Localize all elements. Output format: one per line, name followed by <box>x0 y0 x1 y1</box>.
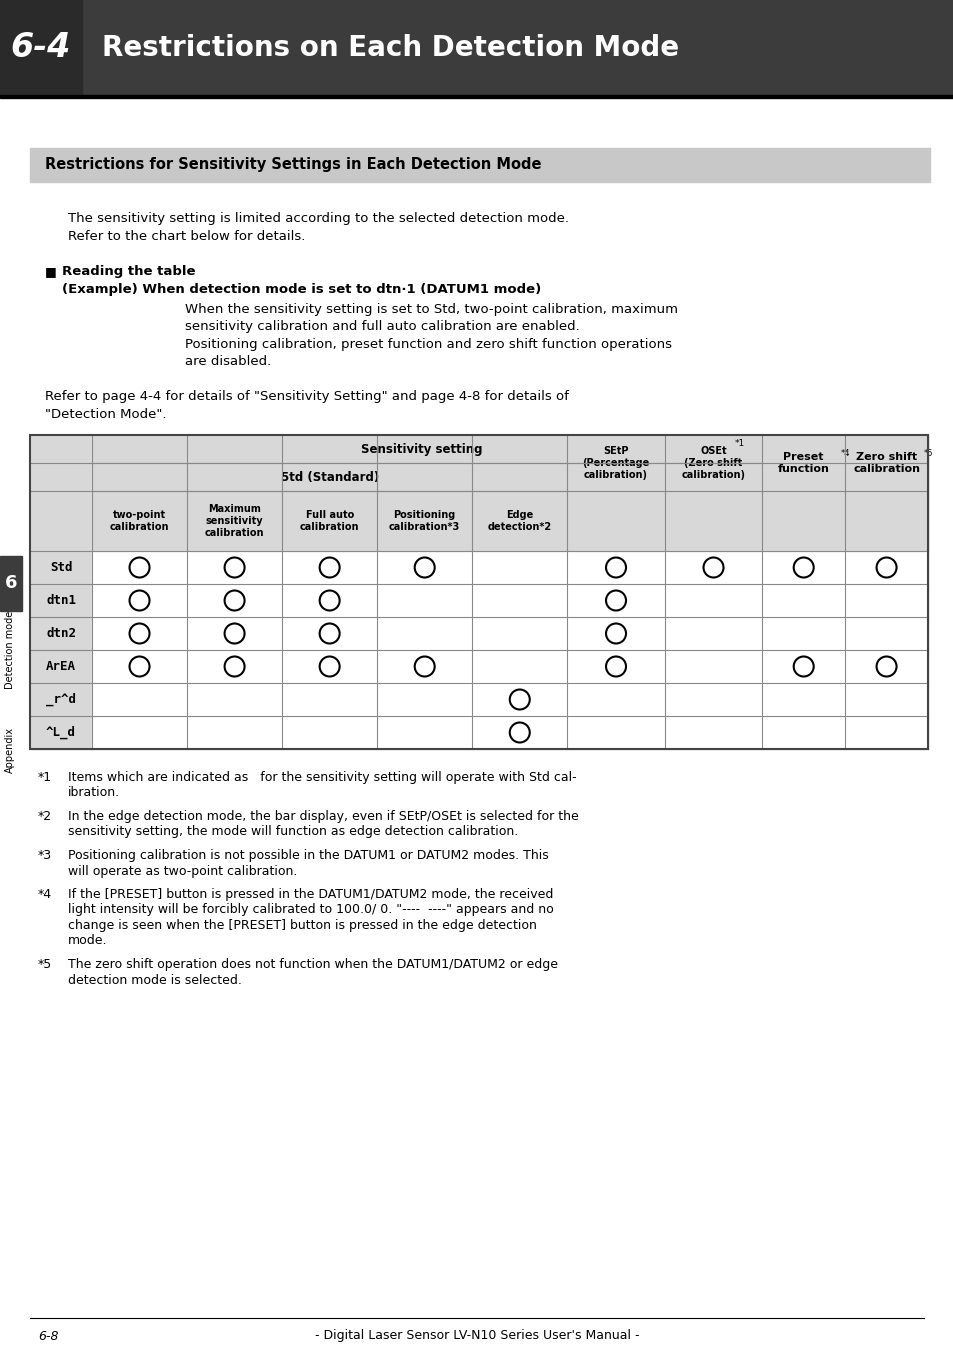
Text: Maximum
sensitivity
calibration: Maximum sensitivity calibration <box>205 504 264 538</box>
Text: "Detection Mode".: "Detection Mode". <box>45 408 167 420</box>
Text: The sensitivity setting is limited according to the selected detection mode.: The sensitivity setting is limited accor… <box>68 212 568 224</box>
Bar <box>30 147 929 183</box>
Text: *5: *5 <box>38 959 52 971</box>
Bar <box>0 95 953 97</box>
Text: The zero shift operation does not function when the DATUM1/DATUM2 or edge: The zero shift operation does not functi… <box>68 959 558 971</box>
Text: Appendix: Appendix <box>5 727 15 773</box>
Text: are disabled.: are disabled. <box>185 356 271 368</box>
Bar <box>91 435 927 552</box>
Text: change is seen when the [PRESET] button is pressed in the edge detection: change is seen when the [PRESET] button … <box>68 919 537 932</box>
Text: will operate as two-point calibration.: will operate as two-point calibration. <box>68 864 297 877</box>
Bar <box>0 556 22 611</box>
Text: Preset
function: Preset function <box>777 452 829 475</box>
Text: dtn2: dtn2 <box>46 627 76 639</box>
Text: detection mode is selected.: detection mode is selected. <box>68 973 242 987</box>
Bar <box>0 0 82 95</box>
Text: ^L_d: ^L_d <box>46 726 76 740</box>
Text: *3: *3 <box>38 849 52 863</box>
Text: Positioning calibration, preset function and zero shift function operations: Positioning calibration, preset function… <box>185 338 671 352</box>
Text: light intensity will be forcibly calibrated to 100.0/ 0. "----  ----" appears an: light intensity will be forcibly calibra… <box>68 903 553 917</box>
Text: - Digital Laser Sensor LV-N10 Series User's Manual -: - Digital Laser Sensor LV-N10 Series Use… <box>314 1329 639 1343</box>
Text: Refer to the chart below for details.: Refer to the chart below for details. <box>68 230 305 243</box>
Text: 5td (Standard): 5td (Standard) <box>280 470 378 484</box>
Text: When the sensitivity setting is set to Std, two-point calibration, maximum: When the sensitivity setting is set to S… <box>185 303 678 316</box>
Text: Zero shift
calibration: Zero shift calibration <box>852 452 919 475</box>
Text: In the edge detection mode, the bar display, even if SEtP/OSEt is selected for t: In the edge detection mode, the bar disp… <box>68 810 578 823</box>
Text: *1: *1 <box>734 438 743 448</box>
Text: sensitivity setting, the mode will function as edge detection calibration.: sensitivity setting, the mode will funct… <box>68 826 517 838</box>
Text: *4: *4 <box>841 449 850 457</box>
Text: ArEA: ArEA <box>46 660 76 673</box>
Text: *2: *2 <box>38 810 52 823</box>
Text: *1: *1 <box>38 771 52 784</box>
Text: 6-4: 6-4 <box>10 31 71 64</box>
Text: Reading the table: Reading the table <box>62 265 195 279</box>
Text: SEtP
(Percentage
calibration): SEtP (Percentage calibration) <box>581 446 649 480</box>
Text: Restrictions on Each Detection Mode: Restrictions on Each Detection Mode <box>102 34 679 61</box>
Text: *5: *5 <box>923 449 933 457</box>
Text: OSEt
(Zero shift
calibration): OSEt (Zero shift calibration) <box>680 446 744 480</box>
Bar <box>30 435 927 749</box>
Text: Detection mode: Detection mode <box>5 611 15 690</box>
Text: Edge
detection*2: Edge detection*2 <box>487 510 551 531</box>
Bar <box>30 435 927 749</box>
Text: 6-8: 6-8 <box>38 1329 58 1343</box>
Text: Std: Std <box>50 561 72 575</box>
Text: Positioning calibration is not possible in the DATUM1 or DATUM2 modes. This: Positioning calibration is not possible … <box>68 849 548 863</box>
Text: Sensitivity setting: Sensitivity setting <box>361 442 482 456</box>
Text: *4: *4 <box>38 888 52 900</box>
Text: two-point
calibration: two-point calibration <box>110 510 169 531</box>
Text: mode.: mode. <box>68 934 108 948</box>
Text: 6: 6 <box>5 575 17 592</box>
Text: sensitivity calibration and full auto calibration are enabled.: sensitivity calibration and full auto ca… <box>185 320 579 333</box>
Text: Items which are indicated as   for the sensitivity setting will operate with Std: Items which are indicated as for the sen… <box>68 771 576 784</box>
Text: dtn1: dtn1 <box>46 594 76 607</box>
Text: Refer to page 4-4 for details of "Sensitivity Setting" and page 4-8 for details : Refer to page 4-4 for details of "Sensit… <box>45 389 568 403</box>
Text: ibration.: ibration. <box>68 787 120 799</box>
Text: Full auto
calibration: Full auto calibration <box>299 510 359 531</box>
Text: (Example) When detection mode is set to dtn·1 (DATUM1 mode): (Example) When detection mode is set to … <box>62 283 540 296</box>
Text: Restrictions for Sensitivity Settings in Each Detection Mode: Restrictions for Sensitivity Settings in… <box>45 157 541 173</box>
Text: _r^d: _r^d <box>46 692 76 706</box>
Text: ■: ■ <box>45 265 56 279</box>
Text: Positioning
calibration*3: Positioning calibration*3 <box>389 510 460 531</box>
Bar <box>0 0 953 95</box>
Text: If the [PRESET] button is pressed in the DATUM1/DATUM2 mode, the received: If the [PRESET] button is pressed in the… <box>68 888 553 900</box>
Bar <box>91 435 927 749</box>
